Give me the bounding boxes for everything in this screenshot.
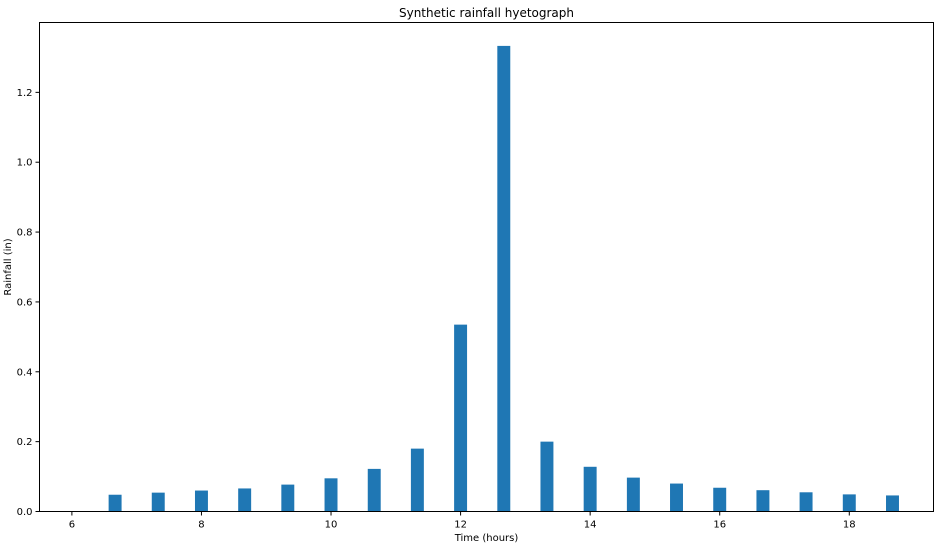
rainfall-bar xyxy=(799,492,813,512)
rainfall-bar xyxy=(497,45,511,512)
rainfall-bar xyxy=(238,488,252,512)
x-axis-label: Time (hours) xyxy=(454,533,519,544)
rainfall-bar xyxy=(151,492,165,512)
chart-title: Synthetic rainfall hyetograph xyxy=(399,6,574,20)
x-tick-label: 8 xyxy=(198,520,204,531)
y-tick-label: 0.4 xyxy=(17,367,33,378)
x-tick-label: 6 xyxy=(69,520,75,531)
x-tick-label: 16 xyxy=(713,520,726,531)
bar-group xyxy=(108,45,899,512)
x-tick-label: 18 xyxy=(843,520,856,531)
rainfall-bar xyxy=(626,477,640,512)
y-tick-label: 1.2 xyxy=(17,88,33,99)
y-axis-label: Rainfall (in) xyxy=(3,238,14,295)
rainfall-bar xyxy=(367,468,381,512)
rainfall-bar xyxy=(670,483,683,512)
rainfall-bar xyxy=(324,478,338,512)
plot-frame xyxy=(39,22,934,512)
y-tick-label: 0.6 xyxy=(17,297,33,308)
rainfall-bar xyxy=(886,495,899,512)
rainfall-bar xyxy=(842,494,856,512)
rainfall-bar xyxy=(281,484,295,512)
rainfall-bar xyxy=(540,441,554,512)
y-tick-label: 0.2 xyxy=(17,437,33,448)
rainfall-bar xyxy=(756,490,770,512)
x-tick-label: 10 xyxy=(325,520,338,531)
x-tick-label: 12 xyxy=(454,520,467,531)
x-axis-ticks: 6 8 10 12 14 16 18 xyxy=(69,511,856,531)
rainfall-bar xyxy=(583,466,597,512)
y-axis-ticks: 0.0 0.2 0.4 0.6 0.8 1.0 1.2 xyxy=(17,88,40,518)
rainfall-bar xyxy=(108,494,122,512)
x-tick-label: 14 xyxy=(584,520,597,531)
rainfall-bar xyxy=(194,490,208,512)
rainfall-bar xyxy=(713,487,727,512)
y-tick-label: 0.8 xyxy=(17,228,33,239)
rainfall-bar xyxy=(410,448,424,512)
rainfall-bar xyxy=(454,324,468,512)
y-tick-label: 1.0 xyxy=(17,158,33,169)
y-tick-label: 0.0 xyxy=(17,507,33,518)
